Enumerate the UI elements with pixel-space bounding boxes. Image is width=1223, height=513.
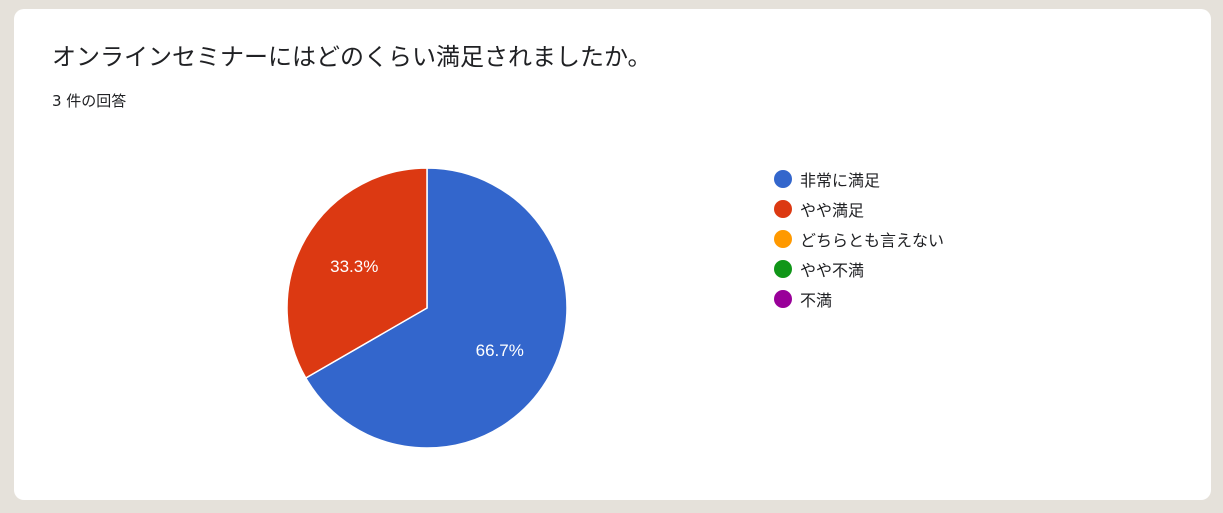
legend-swatch <box>774 260 792 278</box>
chart-legend: 非常に満足やや満足どちらとも言えない やや不満不満 <box>774 164 944 314</box>
legend-swatch <box>774 290 792 308</box>
pie-slice-label-0: 66.7% <box>476 341 524 360</box>
legend-label: 非常に満足 <box>800 171 881 190</box>
legend-label: やや不満 <box>800 261 865 280</box>
legend-item: 不満 <box>774 284 944 314</box>
legend-item: どちらとも言えない <box>774 224 944 254</box>
legend-swatch <box>774 230 792 248</box>
response-count: 3 件の回答 <box>52 92 127 110</box>
legend-item: 非常に満足 <box>774 164 944 194</box>
legend-item: やや不満 <box>774 254 944 284</box>
legend-swatch <box>774 200 792 218</box>
pie-slice-0 <box>304 167 568 449</box>
pie-slice-1 <box>286 167 428 380</box>
legend-swatch <box>774 170 792 188</box>
legend-item: やや満足 <box>774 194 944 224</box>
pie-slice-label-1: 33.3% <box>330 257 378 276</box>
question-title: オンラインセミナーにはどのくらい満足されましたか。 <box>52 43 652 71</box>
legend-label: 不満 <box>800 291 833 310</box>
pie-chart: 66.7% 33.3% <box>286 167 568 449</box>
question-card: オンラインセミナーにはどのくらい満足されましたか。 3 件の回答 66.7% 33… <box>14 9 1211 500</box>
legend-label: やや満足 <box>800 201 865 220</box>
legend-label: どちらとも言えない <box>800 231 945 250</box>
